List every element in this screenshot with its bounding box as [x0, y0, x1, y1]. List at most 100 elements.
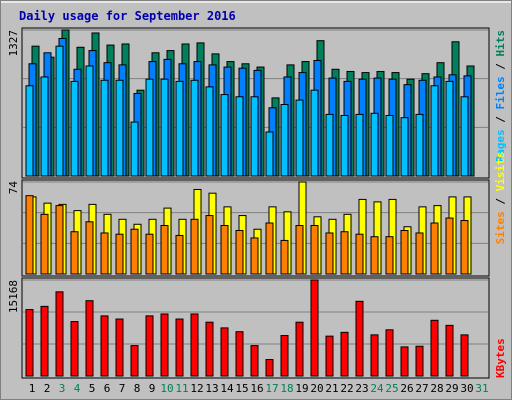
- legend-sites-visits: Sites / Visits: [494, 152, 507, 245]
- bar-sites-day-8: [130, 228, 139, 275]
- legend-pages: Pages: [494, 129, 507, 162]
- x-tick-label-day-28: 28: [430, 382, 443, 395]
- bar-pages-day-2: [40, 76, 49, 177]
- legend-hits: Hits: [494, 30, 507, 57]
- bar-kbytes-day-2: [40, 305, 49, 377]
- bar-pages-day-28: [430, 85, 439, 177]
- bar-pages-day-24: [370, 112, 379, 177]
- bar-kbytes-day-27: [415, 345, 424, 377]
- bar-pages-day-17: [265, 131, 274, 177]
- bar-pages-day-4: [70, 80, 79, 177]
- bar-kbytes-day-5: [85, 300, 94, 377]
- bar-kbytes-day-25: [385, 329, 394, 377]
- bar-pages-day-26: [400, 117, 409, 177]
- bar-kbytes-day-4: [70, 321, 79, 377]
- bar-pages-day-14: [220, 94, 229, 177]
- x-tick-label-day-21: 21: [325, 382, 338, 395]
- y-max-label-visits: 74: [7, 181, 20, 195]
- bar-pages-day-8: [130, 121, 139, 177]
- bar-pages-day-13: [205, 86, 214, 177]
- bar-kbytes-day-21: [325, 335, 334, 377]
- y-max-label-hits: 1327: [7, 30, 20, 57]
- bar-pages-day-21: [325, 113, 334, 177]
- x-tick-label-day-5: 5: [89, 382, 96, 395]
- bar-kbytes-day-28: [430, 319, 439, 377]
- x-tick-label-day-27: 27: [415, 382, 428, 395]
- x-tick-label-day-9: 9: [149, 382, 156, 395]
- x-tick-label-day-19: 19: [295, 382, 308, 395]
- x-tick-label-day-20: 20: [310, 382, 323, 395]
- bar-sites-day-15: [235, 229, 244, 275]
- bar-pages-day-19: [295, 99, 304, 177]
- x-tick-label-day-29: 29: [445, 382, 458, 395]
- bar-kbytes-day-12: [190, 313, 199, 377]
- x-tick-label-day-17: 17: [265, 382, 278, 395]
- bar-kbytes-day-16: [250, 345, 259, 377]
- bar-sites-day-26: [400, 229, 409, 275]
- x-tick-label-day-8: 8: [134, 382, 141, 395]
- bar-pages-day-1: [25, 85, 34, 177]
- bar-kbytes-day-30: [460, 334, 469, 377]
- bar-kbytes-day-26: [400, 346, 409, 377]
- bar-sites-day-9: [145, 233, 154, 275]
- bar-sites-day-18: [280, 239, 289, 275]
- bar-sites-day-17: [265, 222, 274, 275]
- x-tick-label-day-18: 18: [280, 382, 293, 395]
- bar-pages-day-25: [385, 114, 394, 177]
- bar-sites-day-6: [100, 232, 109, 275]
- bar-kbytes-day-10: [160, 313, 169, 377]
- bar-kbytes-day-24: [370, 334, 379, 377]
- legend-visits: Visits: [494, 152, 507, 192]
- bar-sites-day-30: [460, 220, 469, 275]
- bar-kbytes-day-29: [445, 324, 454, 377]
- x-tick-label-day-12: 12: [190, 382, 203, 395]
- bar-kbytes-day-13: [205, 321, 214, 377]
- bar-pages-day-22: [340, 114, 349, 177]
- bar-pages-day-16: [250, 96, 259, 177]
- bar-pages-day-29: [445, 80, 454, 177]
- bar-pages-day-6: [100, 79, 109, 177]
- x-tick-label-day-22: 22: [340, 382, 353, 395]
- bar-pages-day-23: [355, 113, 364, 177]
- bar-pages-day-27: [415, 113, 424, 177]
- bar-kbytes-day-17: [265, 359, 274, 377]
- bar-sites-day-22: [340, 231, 349, 275]
- bar-sites-day-14: [220, 225, 229, 275]
- x-tick-label-day-2: 2: [44, 382, 51, 395]
- bar-kbytes-day-20: [310, 279, 319, 377]
- x-tick-label-day-14: 14: [220, 382, 234, 395]
- bar-kbytes-day-14: [220, 327, 229, 377]
- x-tick-label-day-6: 6: [104, 382, 111, 395]
- bar-pages-day-11: [175, 80, 184, 177]
- bar-sites-day-27: [415, 232, 424, 275]
- bar-sites-day-2: [40, 213, 49, 275]
- x-tick-label-day-24: 24: [370, 382, 384, 395]
- bar-pages-day-10: [160, 78, 169, 177]
- x-tick-label-day-4: 4: [74, 382, 81, 395]
- bar-kbytes-day-3: [55, 291, 64, 377]
- bar-pages-day-12: [190, 79, 199, 177]
- bar-pages-day-15: [235, 96, 244, 177]
- bar-sites-day-24: [370, 236, 379, 275]
- x-tick-label-day-16: 16: [250, 382, 263, 395]
- x-tick-label-day-10: 10: [160, 382, 173, 395]
- bar-kbytes-day-7: [115, 318, 124, 377]
- bar-sites-day-4: [70, 231, 79, 275]
- bar-sites-day-11: [175, 234, 184, 275]
- bar-kbytes-day-8: [130, 345, 139, 377]
- bar-sites-day-3: [55, 205, 64, 275]
- bar-sites-day-19: [295, 225, 304, 275]
- chart-title: Daily usage for September 2016: [19, 9, 236, 23]
- bar-kbytes-day-23: [355, 300, 364, 377]
- bar-sites-day-21: [325, 232, 334, 275]
- bar-kbytes-day-22: [340, 331, 349, 377]
- x-tick-label-day-3: 3: [59, 382, 66, 395]
- bar-pages-day-20: [310, 89, 319, 177]
- bar-sites-day-13: [205, 215, 214, 275]
- x-tick-label-day-23: 23: [355, 382, 368, 395]
- x-tick-label-day-30: 30: [460, 382, 473, 395]
- bar-sites-day-29: [445, 217, 454, 275]
- x-tick-label-day-1: 1: [29, 382, 36, 395]
- bar-kbytes-day-11: [175, 318, 184, 377]
- x-tick-label-day-25: 25: [385, 382, 398, 395]
